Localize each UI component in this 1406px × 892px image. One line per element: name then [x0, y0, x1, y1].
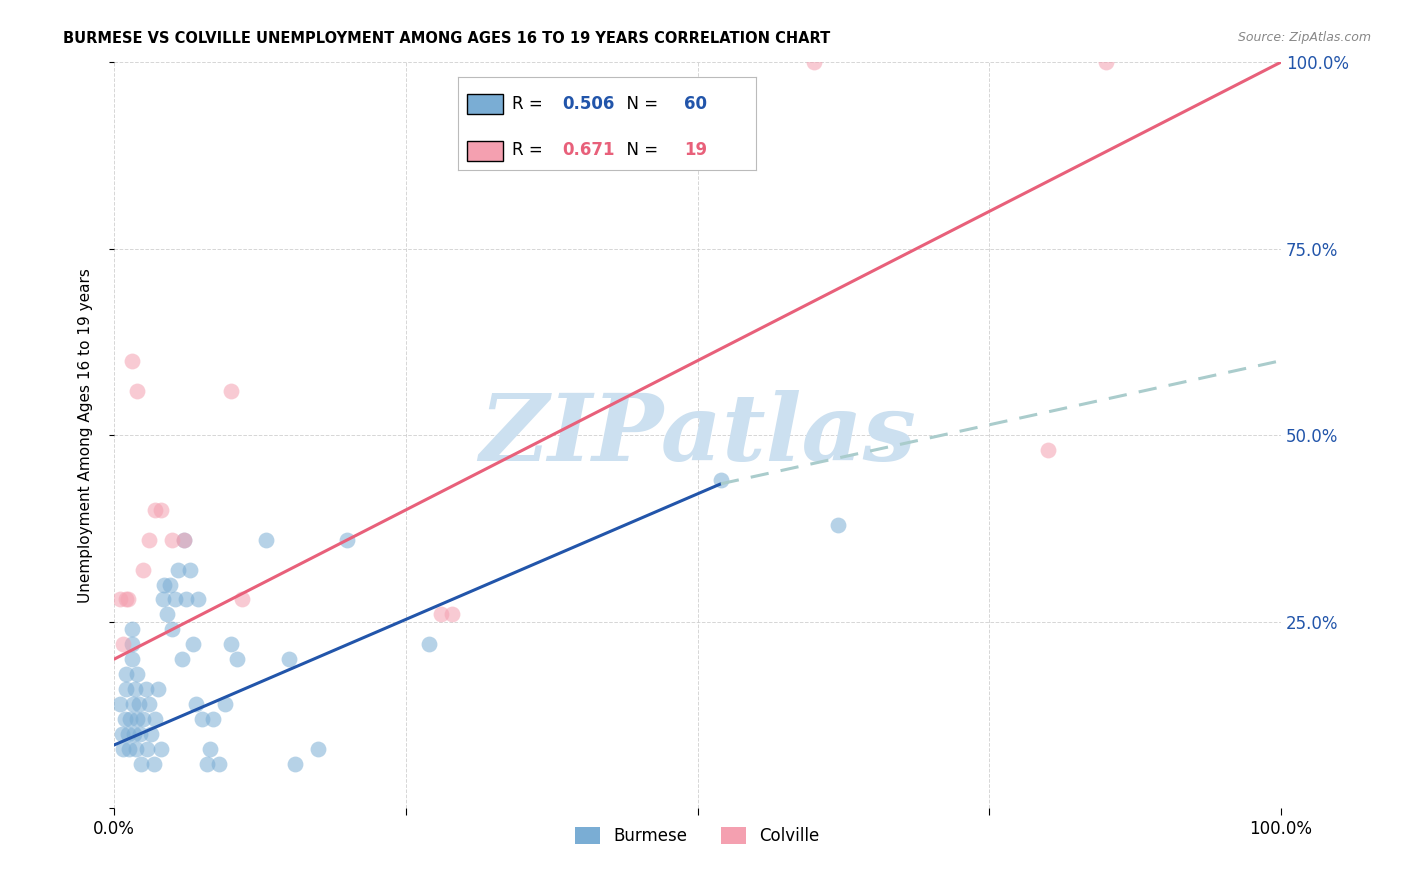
Point — [202, 712, 225, 726]
Point — [118, 741, 141, 756]
Y-axis label: Unemployment Among Ages 16 to 19 years: Unemployment Among Ages 16 to 19 years — [79, 268, 93, 603]
Point — [198, 741, 221, 756]
Point — [143, 712, 166, 726]
Point — [129, 756, 152, 771]
Point — [138, 697, 160, 711]
Point — [114, 681, 136, 696]
Point — [190, 712, 212, 726]
Point — [117, 727, 139, 741]
Point — [336, 533, 359, 547]
Point — [254, 533, 277, 547]
Point — [128, 727, 150, 741]
Point — [225, 652, 247, 666]
Point — [143, 503, 166, 517]
Point — [135, 741, 157, 756]
Text: Source: ZipAtlas.com: Source: ZipAtlas.com — [1237, 31, 1371, 45]
Point — [184, 697, 207, 711]
Point — [112, 741, 135, 756]
Point — [430, 607, 453, 622]
Point — [1095, 55, 1118, 70]
Point — [152, 592, 174, 607]
Point — [163, 592, 186, 607]
Point — [141, 727, 163, 741]
Point — [127, 384, 149, 398]
Point — [132, 712, 155, 726]
Point — [117, 592, 139, 607]
Point — [803, 55, 825, 70]
Point — [173, 533, 195, 547]
Point — [121, 353, 143, 368]
Point — [187, 592, 209, 607]
Point — [132, 563, 155, 577]
Point — [307, 741, 329, 756]
Point — [112, 637, 135, 651]
Point — [710, 473, 733, 487]
Legend: Burmese, Colville: Burmese, Colville — [575, 827, 820, 845]
Point — [111, 727, 134, 741]
Point — [122, 727, 145, 741]
Point — [124, 681, 146, 696]
Point — [114, 592, 136, 607]
Text: ZIPatlas: ZIPatlas — [479, 391, 917, 480]
Point — [284, 756, 307, 771]
Point — [121, 623, 143, 637]
Point — [1036, 443, 1059, 458]
Point — [149, 741, 172, 756]
Point — [156, 607, 179, 622]
Point — [108, 697, 131, 711]
Point — [441, 607, 464, 622]
Text: BURMESE VS COLVILLE UNEMPLOYMENT AMONG AGES 16 TO 19 YEARS CORRELATION CHART: BURMESE VS COLVILLE UNEMPLOYMENT AMONG A… — [63, 31, 831, 46]
Point — [231, 592, 253, 607]
Point — [197, 756, 219, 771]
Point — [162, 533, 184, 547]
Point — [114, 667, 136, 681]
Point — [208, 756, 231, 771]
Point — [827, 517, 849, 532]
Point — [176, 592, 198, 607]
Point — [121, 652, 143, 666]
Point — [142, 756, 165, 771]
Point — [125, 741, 148, 756]
Point — [135, 681, 157, 696]
Point — [219, 384, 242, 398]
Point — [138, 533, 160, 547]
Point — [173, 533, 195, 547]
Point — [127, 667, 149, 681]
Point — [114, 712, 136, 726]
Point — [278, 652, 301, 666]
Point — [121, 637, 143, 651]
Point — [128, 697, 150, 711]
Point — [162, 623, 184, 637]
Point — [167, 563, 190, 577]
Point — [153, 577, 176, 591]
Point — [183, 637, 205, 651]
Point — [179, 563, 201, 577]
Point — [108, 592, 131, 607]
Point — [148, 681, 170, 696]
Point — [127, 712, 149, 726]
Point — [170, 652, 193, 666]
Point — [219, 637, 242, 651]
Point — [120, 712, 142, 726]
Point — [418, 637, 440, 651]
Point — [121, 697, 143, 711]
Point — [159, 577, 181, 591]
Point — [149, 503, 172, 517]
Point — [214, 697, 236, 711]
